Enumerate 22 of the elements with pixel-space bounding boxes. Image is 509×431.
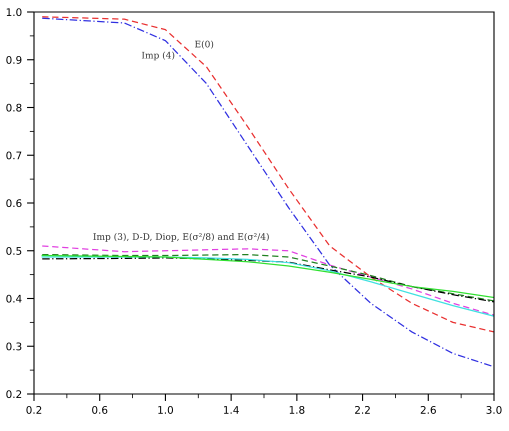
annotation: Imp (4) [142,52,174,60]
y-tick-label: 0.7 [6,151,22,160]
x-tick-label: 1.4 [224,406,239,414]
x-tick-label: 2.2 [355,406,370,414]
y-tick-label: 0.4 [6,294,22,303]
line-series [42,245,494,316]
y-tick-label: 0.5 [6,246,22,255]
x-tick-label: 1.8 [290,406,304,414]
x-tick-label: 0.2 [26,406,42,414]
annotation: Imp (3), D-D, Diop, E(σ²/8) and E(σ²/4) [93,233,269,242]
x-tick-label: 3.0 [486,406,502,414]
x-tick-label: 0.6 [92,406,108,414]
y-tick-label: 1.0 [6,8,22,16]
x-tick-label: 2.6 [420,406,436,414]
y-tick-label: 0.2 [6,390,22,398]
y-tick-label: 0.8 [6,104,22,112]
y-tick-label: 0.3 [6,342,22,350]
y-tick-label: 0.6 [6,199,22,208]
line-series [42,256,494,317]
x-tick-label: 1.0 [158,406,174,414]
annotation: E(0) [195,40,214,49]
y-tick-label: 0.9 [6,56,22,64]
